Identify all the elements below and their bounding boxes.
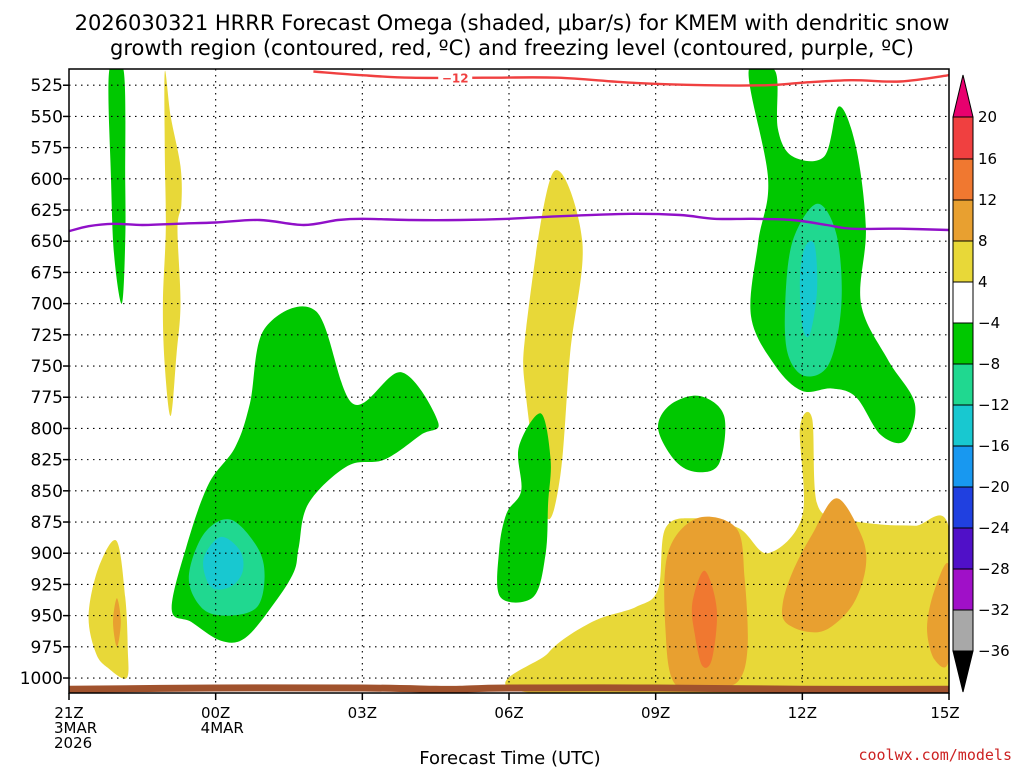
colorbar-swatch-11 — [952, 527, 974, 570]
y-tick-label-650: 650 — [31, 232, 63, 252]
colorbar-swatch-14 — [952, 650, 974, 693]
colorbar-swatch-7 — [952, 363, 974, 406]
colorbar-label-6: −8 — [978, 355, 1000, 373]
colorbar-swatch-9 — [952, 445, 974, 488]
colorbar-label-13: −36 — [978, 642, 1010, 660]
y-tick-label-675: 675 — [31, 263, 63, 283]
contour-line-0 — [313, 70, 949, 87]
colorbar-label-1: 16 — [978, 150, 997, 168]
x-tick-label-2-0: 03Z — [348, 704, 377, 722]
omega-region-orange-6 — [113, 598, 121, 647]
y-tick-label-575: 575 — [31, 139, 63, 159]
y-tick-label-775: 775 — [31, 388, 63, 408]
colorbar-swatch-10 — [952, 486, 974, 529]
y-tick-label-825: 825 — [31, 451, 63, 471]
y-tick-label-900: 900 — [31, 544, 63, 564]
contour-line-2 — [69, 684, 949, 693]
contour-lines — [69, 70, 949, 693]
colorbar-swatch-5 — [952, 281, 974, 324]
colorbar: 20 16 12 8 4 −4 −8 −12 −16 −20 −24 −28 −32 −36 — [952, 74, 1010, 693]
x-tick-label-1-0: 00Z — [201, 704, 230, 722]
colorbar-label-12: −32 — [978, 601, 1010, 619]
credit-text: coolwx.com/models — [858, 746, 1012, 764]
x-axis-label: Forecast Time (UTC) — [419, 748, 600, 768]
x-tick-label-5-0: 12Z — [788, 704, 817, 722]
y-tick-label-850: 850 — [31, 482, 63, 502]
x-tick-label-1-1: 4MAR — [201, 719, 244, 737]
omega-region-cyan-4 — [203, 536, 244, 590]
colorbar-swatch-0 — [952, 74, 974, 118]
omega-region-yellow-5 — [88, 539, 129, 679]
colorbar-swatch-2 — [952, 158, 974, 201]
x-tick-label-0-1: 3MAR — [54, 719, 97, 737]
colorbar-label-3: 8 — [978, 232, 988, 250]
y-tick-label-700: 700 — [31, 295, 63, 315]
omega-shading — [88, 69, 949, 693]
contour-label-minus-12: −12 — [442, 72, 469, 86]
omega-region-green-0 — [108, 69, 126, 304]
chart-title-line-2: growth region (contoured, red, ºC) and f… — [110, 36, 914, 60]
x-tick-label-0-0: 21Z — [54, 704, 83, 722]
y-tick-label-625: 625 — [31, 201, 63, 221]
colorbar-swatch-1 — [952, 116, 974, 160]
y-tick-label-925: 925 — [31, 575, 63, 595]
y-tick-label-975: 975 — [31, 638, 63, 658]
colorbar-label-11: −28 — [978, 560, 1010, 578]
y-tick-label-875: 875 — [31, 513, 63, 533]
colorbar-label-10: −24 — [978, 519, 1010, 537]
omega-region-orange-15 — [781, 498, 867, 633]
omega-region-yellow-1 — [162, 70, 182, 416]
colorbar-swatch-6 — [952, 322, 974, 365]
contour-line-1 — [69, 212, 949, 233]
y-tick-label-1000: 1000 — [20, 669, 63, 689]
omega-region-green-9 — [658, 395, 726, 473]
colorbar-label-8: −16 — [978, 437, 1010, 455]
gridlines — [69, 69, 949, 693]
colorbar-label-5: −4 — [978, 314, 1000, 332]
omega-region-orange-deep-17 — [691, 570, 718, 668]
y-tick-label-525: 525 — [31, 76, 63, 96]
contour-labels: −12 — [438, 71, 473, 86]
colorbar-label-4: 4 — [978, 273, 988, 291]
colorbar-label-2: 12 — [978, 191, 997, 209]
y-tick-label-950: 950 — [31, 607, 63, 627]
omega-region-cyan-12 — [799, 241, 818, 338]
y-axis: 525 550 575 600 625 650 675 700 725 750 775 800 825 8… — [20, 76, 69, 689]
colorbar-swatch-12 — [952, 568, 974, 611]
omega-region-green-8 — [497, 413, 551, 603]
colorbar-swatch-13 — [952, 609, 974, 652]
y-tick-label-750: 750 — [31, 357, 63, 377]
x-tick-label-4-0: 09Z — [641, 704, 670, 722]
chart-title-line-1: 2026030321 HRRR Forecast Omega (shaded, … — [75, 11, 950, 35]
colorbar-swatch-4 — [952, 240, 974, 283]
colorbar-swatch-3 — [952, 199, 974, 242]
y-tick-label-725: 725 — [31, 326, 63, 346]
y-tick-label-800: 800 — [31, 419, 63, 439]
contour-label-bg — [438, 71, 473, 85]
x-tick-label-6-0: 15Z — [930, 704, 959, 722]
colorbar-label-9: −20 — [978, 478, 1010, 496]
omega-region-orange-16 — [927, 563, 949, 668]
colorbar-label-0: 20 — [978, 108, 997, 126]
x-tick-label-3-0: 06Z — [494, 704, 523, 722]
y-tick-label-550: 550 — [31, 107, 63, 127]
x-tick-label-0-2: 2026 — [54, 734, 92, 752]
colorbar-swatch-8 — [952, 404, 974, 447]
colorbar-label-7: −12 — [978, 396, 1010, 414]
y-tick-label-600: 600 — [31, 170, 63, 190]
